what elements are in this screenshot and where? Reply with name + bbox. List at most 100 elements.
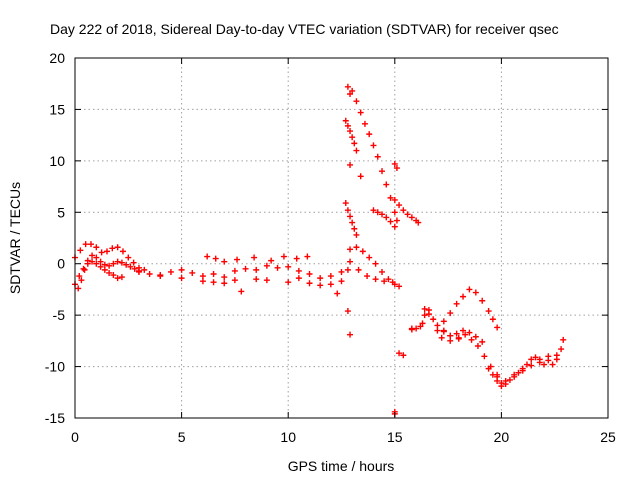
data-point bbox=[221, 274, 228, 281]
data-point bbox=[455, 335, 462, 342]
data-point bbox=[506, 376, 513, 383]
data-point bbox=[370, 207, 377, 214]
data-point bbox=[372, 276, 379, 283]
data-point bbox=[383, 181, 390, 188]
data-point bbox=[528, 356, 535, 363]
data-point bbox=[374, 153, 381, 160]
data-point bbox=[391, 160, 398, 167]
axis-ticks bbox=[74, 57, 609, 419]
data-point bbox=[135, 268, 142, 275]
data-point bbox=[75, 285, 82, 292]
series-late-upper-arc bbox=[434, 286, 501, 334]
data-point bbox=[204, 253, 211, 260]
data-point bbox=[379, 211, 386, 218]
data-point bbox=[494, 324, 501, 331]
data-point bbox=[440, 328, 447, 335]
data-point bbox=[344, 122, 351, 129]
data-point bbox=[361, 120, 368, 127]
data-point bbox=[119, 248, 126, 255]
data-point bbox=[553, 352, 560, 359]
data-point bbox=[349, 219, 356, 226]
data-point bbox=[481, 353, 488, 360]
data-point bbox=[327, 281, 334, 288]
data-point bbox=[468, 336, 475, 343]
data-point bbox=[353, 231, 360, 238]
data-point bbox=[347, 246, 354, 253]
data-point bbox=[110, 260, 117, 267]
data-point bbox=[359, 248, 366, 255]
data-point bbox=[274, 264, 281, 271]
data-point bbox=[344, 308, 351, 315]
data-point bbox=[110, 272, 117, 279]
data-point bbox=[344, 83, 351, 90]
x-tick-label: 25 bbox=[600, 429, 616, 445]
data-point bbox=[78, 277, 85, 284]
data-point bbox=[462, 331, 469, 338]
data-point bbox=[545, 353, 552, 360]
data-point bbox=[178, 266, 185, 273]
data-point bbox=[438, 334, 445, 341]
data-point bbox=[347, 91, 354, 97]
data-point bbox=[141, 266, 148, 273]
data-point bbox=[167, 268, 174, 275]
x-tick-label: 10 bbox=[280, 429, 296, 445]
data-point bbox=[84, 257, 91, 264]
series-scattered bbox=[334, 160, 426, 417]
data-point bbox=[391, 196, 398, 203]
data-point bbox=[374, 209, 381, 216]
data-point bbox=[334, 290, 341, 297]
data-point bbox=[366, 131, 373, 138]
series-late-lower bbox=[438, 331, 505, 387]
data-point bbox=[234, 256, 241, 263]
y-tick-label: 5 bbox=[57, 204, 65, 220]
data-point bbox=[349, 87, 356, 94]
data-point bbox=[408, 214, 415, 221]
x-tick-label: 20 bbox=[494, 429, 510, 445]
data-point bbox=[347, 213, 354, 220]
data-point bbox=[387, 194, 394, 201]
data-point bbox=[210, 271, 217, 277]
data-point bbox=[306, 280, 313, 287]
data-point bbox=[396, 350, 403, 357]
data-point bbox=[357, 109, 364, 116]
data-point bbox=[400, 352, 407, 359]
data-point bbox=[93, 254, 100, 261]
data-point bbox=[387, 218, 394, 225]
data-point bbox=[379, 268, 386, 275]
data-point bbox=[263, 262, 270, 269]
data-point bbox=[199, 278, 206, 285]
data-point bbox=[404, 211, 411, 218]
y-tick-label: -5 bbox=[53, 307, 66, 323]
x-axis-label: GPS time / hours bbox=[288, 458, 395, 474]
data-point bbox=[118, 259, 125, 266]
series-drop-segment bbox=[342, 200, 360, 238]
series-valley-upper bbox=[494, 336, 567, 384]
data-point bbox=[231, 277, 238, 284]
data-point bbox=[485, 308, 492, 315]
series-mid-arc bbox=[342, 117, 360, 154]
data-point bbox=[317, 282, 324, 289]
data-point bbox=[349, 134, 356, 141]
y-tick-label: -10 bbox=[45, 359, 65, 375]
data-point bbox=[353, 244, 360, 251]
data-point bbox=[413, 325, 420, 332]
data-point bbox=[479, 297, 486, 304]
series-crossing-lower bbox=[347, 258, 396, 286]
data-point bbox=[125, 254, 132, 261]
x-tick-label: 5 bbox=[178, 429, 186, 445]
x-tick-label: 15 bbox=[387, 429, 403, 445]
data-point bbox=[489, 371, 496, 378]
tick-labels: 0 5 10 15 20 25 -15 -10 -5 0 5 10 15 20 bbox=[45, 50, 616, 445]
data-point bbox=[389, 279, 396, 286]
data-point bbox=[460, 293, 467, 300]
data-point bbox=[82, 241, 89, 248]
data-point bbox=[453, 300, 460, 307]
series-morning-lower bbox=[157, 273, 345, 295]
data-point bbox=[97, 258, 104, 265]
data-point bbox=[536, 356, 543, 363]
data-point bbox=[353, 147, 360, 154]
data-point bbox=[528, 362, 535, 369]
data-point bbox=[560, 336, 567, 343]
data-point bbox=[440, 318, 447, 325]
